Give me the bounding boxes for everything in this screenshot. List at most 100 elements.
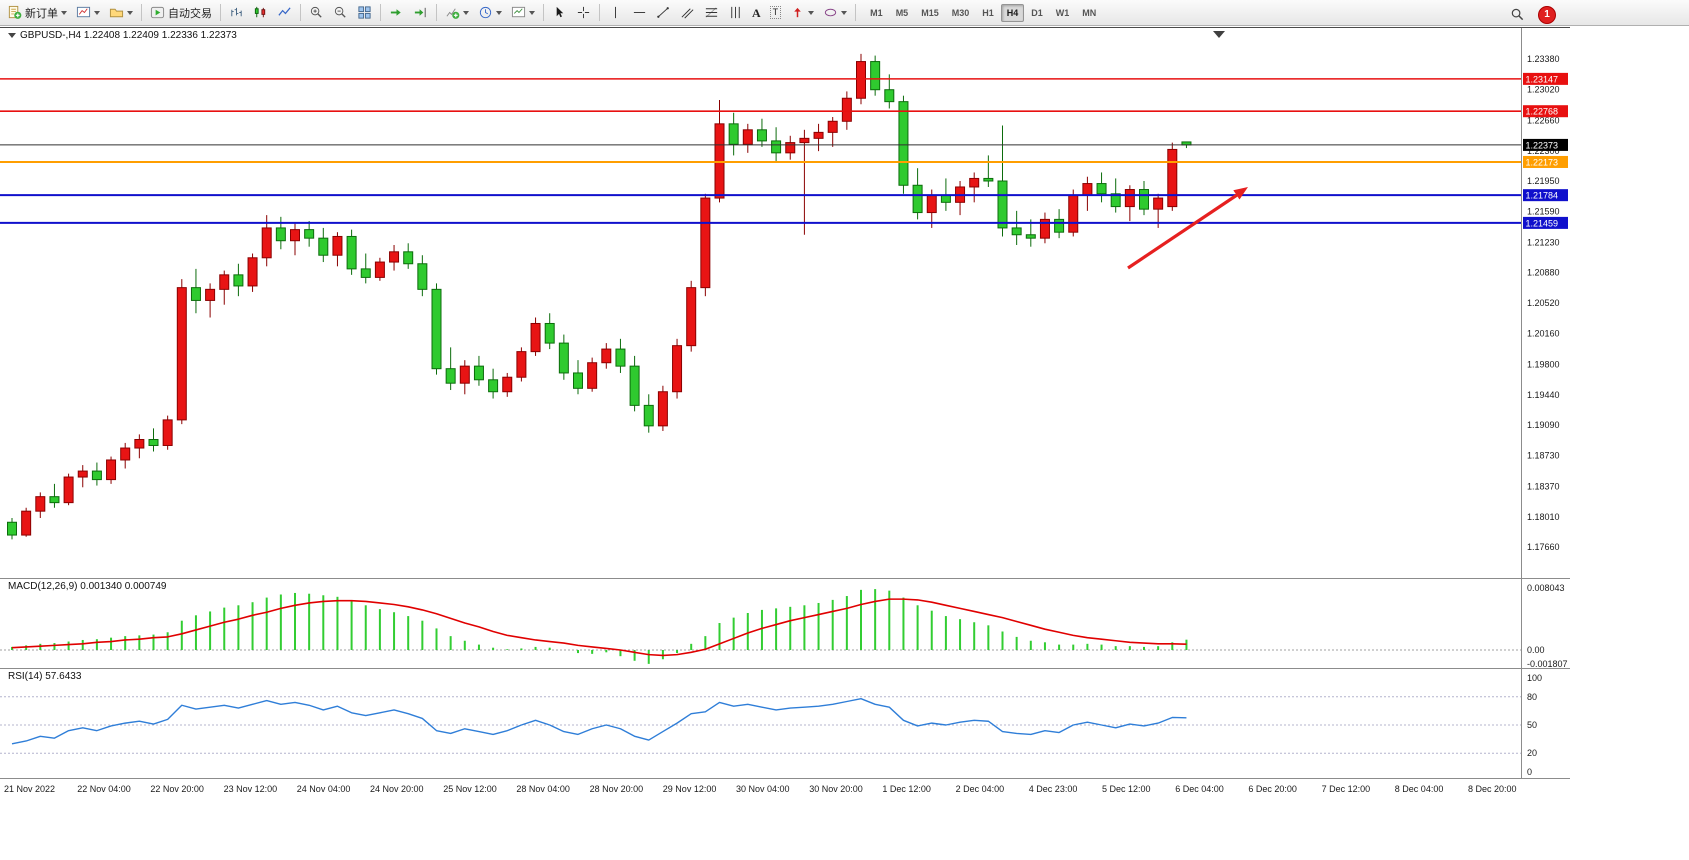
cycles-button[interactable] (474, 1, 506, 24)
one-click-trading-toggle[interactable] (8, 33, 16, 38)
text-label-tool-button[interactable]: T (766, 1, 786, 24)
channel-icon (681, 8, 694, 19)
tf-button-m30[interactable]: M30 (951, 7, 970, 18)
profiles-folder-icon (109, 8, 124, 18)
cycle-lines-icon (731, 6, 740, 19)
svg-text:28 Nov 20:00: 28 Nov 20:00 (590, 784, 644, 794)
tf-button-m5[interactable]: M5 (895, 7, 909, 18)
dropdown-caret-icon (127, 10, 133, 15)
fibonacci-icon (705, 7, 718, 18)
tf-button-m15[interactable]: M15 (921, 7, 939, 18)
svg-text:1.23147: 1.23147 (1526, 74, 1559, 84)
candles-layer (7, 53, 1192, 540)
svg-text:2 Dec 04:00: 2 Dec 04:00 (956, 784, 1005, 794)
auto-trading-button[interactable]: 自动交易 (146, 1, 216, 24)
chart-canvas[interactable]: 1.23380 1.23020 1.22660 1.22300 1.21950 1.215… (0, 26, 1689, 834)
new-chart-button[interactable] (72, 1, 104, 24)
crosshair-tool-button[interactable] (572, 1, 595, 24)
svg-text:0: 0 (1527, 767, 1532, 777)
svg-text:1.23380: 1.23380 (1527, 54, 1560, 64)
toolbar-separator (141, 4, 142, 21)
svg-text:1.18010: 1.18010 (1527, 512, 1560, 522)
line-chart-mode-button[interactable] (273, 1, 296, 24)
tile-windows-button[interactable] (353, 1, 376, 24)
svg-text:6 Dec 20:00: 6 Dec 20:00 (1248, 784, 1297, 794)
macd-title: MACD(12,26,9) 0.001340 0.000749 (8, 581, 167, 592)
panel-separators[interactable] (0, 578, 1570, 779)
cycle-lines-tool-button[interactable] (724, 1, 747, 24)
indicators-button[interactable] (441, 1, 473, 24)
text-tool-button[interactable]: A (748, 1, 765, 24)
zoom-out-icon (334, 6, 346, 18)
templates-button[interactable] (507, 1, 539, 24)
svg-text:1.19800: 1.19800 (1527, 359, 1560, 369)
line-chart-icon (278, 7, 291, 16)
tf-button-mn[interactable]: MN (1082, 7, 1097, 18)
tf-button-h1[interactable]: H1 (982, 7, 994, 18)
shift-marker[interactable] (1213, 31, 1225, 38)
svg-text:1.22660: 1.22660 (1527, 115, 1560, 125)
new-order-icon (8, 5, 22, 19)
chart-title-row: GBPUSD-,H4 1.22408 1.22409 1.22336 1.223… (8, 30, 237, 41)
time-axis[interactable]: 21 Nov 2022 22 Nov 04:00 22 Nov 20:00 23 No… (4, 784, 1517, 794)
svg-text:1.20160: 1.20160 (1527, 329, 1560, 339)
chart-title: GBPUSD-,H4 1.22408 1.22409 1.22336 1.223… (20, 30, 237, 41)
chart-window[interactable]: 1.23380 1.23020 1.22660 1.22300 1.21950 1.215… (0, 26, 1689, 860)
svg-text:1.23020: 1.23020 (1527, 85, 1560, 95)
svg-text:30 Nov 04:00: 30 Nov 04:00 (736, 784, 790, 794)
chart-shift-button[interactable] (409, 1, 432, 24)
svg-text:23 Nov 12:00: 23 Nov 12:00 (224, 784, 278, 794)
svg-text:30 Nov 20:00: 30 Nov 20:00 (809, 784, 863, 794)
tf-button-w1[interactable]: W1 (1055, 7, 1070, 18)
channel-tool-button[interactable] (676, 1, 699, 24)
zoom-out-button[interactable] (329, 1, 352, 24)
svg-text:1.22768: 1.22768 (1526, 107, 1559, 117)
level-lines[interactable] (0, 78, 1521, 224)
svg-text:1.21230: 1.21230 (1527, 237, 1560, 247)
svg-text:4 Dec 23:00: 4 Dec 23:00 (1029, 784, 1078, 794)
zoom-in-button[interactable] (305, 1, 328, 24)
svg-text:8 Dec 20:00: 8 Dec 20:00 (1468, 784, 1517, 794)
svg-text:29 Nov 12:00: 29 Nov 12:00 (663, 784, 717, 794)
price-axis: 1.23380 1.23020 1.22660 1.22300 1.21950 1.215… (1527, 54, 1568, 777)
tile-windows-icon (358, 6, 371, 19)
svg-text:0.008043: 0.008043 (1527, 583, 1565, 593)
dropdown-caret-icon (94, 10, 100, 15)
toolbar-separator (436, 4, 437, 21)
search-button[interactable] (1506, 3, 1529, 26)
vertical-line-tool-button[interactable] (604, 1, 627, 24)
shapes-tool-button[interactable] (819, 1, 851, 24)
tf-button-h4[interactable]: H4 (1000, 3, 1025, 22)
svg-text:22 Nov 04:00: 22 Nov 04:00 (77, 784, 131, 794)
new-order-button[interactable]: 新订单 (3, 1, 71, 24)
tf-button-d1[interactable]: D1 (1031, 7, 1043, 18)
svg-text:1.22173: 1.22173 (1526, 157, 1559, 167)
dropdown-caret-icon (808, 10, 815, 15)
clock-cycles-icon (479, 6, 492, 19)
trend-arrow-annotation[interactable] (1127, 187, 1248, 270)
zoom-in-icon (310, 6, 322, 18)
svg-text:1.22300: 1.22300 (1527, 146, 1560, 156)
trendline-tool-button[interactable] (652, 1, 675, 24)
vertical-line-icon (615, 6, 616, 19)
svg-text:20: 20 (1527, 748, 1537, 758)
auto-scroll-button[interactable] (385, 1, 408, 24)
dropdown-caret-icon (496, 10, 502, 15)
notification-badge[interactable]: 1 (1538, 5, 1556, 24)
candle-chart-mode-button[interactable] (249, 1, 272, 24)
svg-text:-0.001807: -0.001807 (1527, 659, 1568, 669)
svg-text:1.20520: 1.20520 (1527, 298, 1560, 308)
svg-text:0.00: 0.00 (1527, 645, 1545, 655)
cursor-tool-button[interactable] (548, 1, 571, 24)
toolbar-separator (855, 4, 857, 21)
svg-text:1.22373: 1.22373 (1526, 140, 1559, 150)
svg-text:24 Nov 04:00: 24 Nov 04:00 (297, 784, 351, 794)
arrows-tool-button[interactable] (786, 1, 818, 24)
svg-text:1.18730: 1.18730 (1527, 451, 1560, 461)
horizontal-line-tool-button[interactable] (628, 1, 651, 24)
tf-button-m1[interactable]: M1 (870, 7, 883, 18)
profiles-button[interactable] (105, 1, 137, 24)
fibonacci-tool-button[interactable] (700, 1, 723, 24)
bar-chart-mode-button[interactable] (225, 1, 248, 24)
svg-text:1 Dec 12:00: 1 Dec 12:00 (882, 784, 931, 794)
